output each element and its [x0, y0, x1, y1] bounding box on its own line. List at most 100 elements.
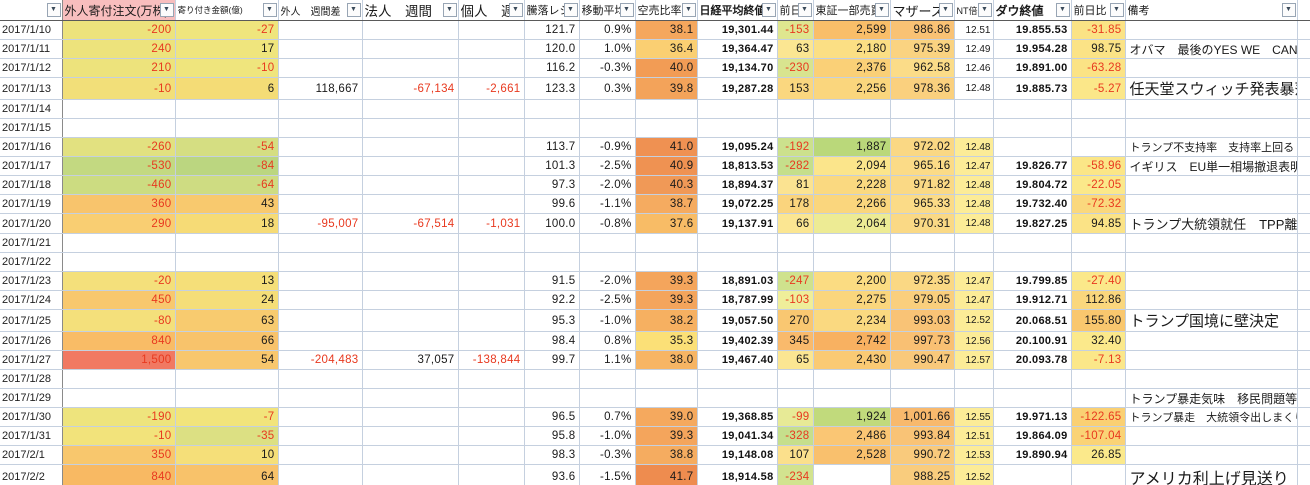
cell-nikkei-close[interactable]: 19,134.70 [697, 58, 778, 78]
cell-nt-ratio[interactable]: 12.52 [954, 309, 994, 332]
cell-nikkei-close[interactable]: 19,301.44 [697, 20, 778, 40]
cell-tse1-trading[interactable] [813, 464, 891, 485]
cell-touraku-ratio[interactable]: 98.3 [524, 445, 580, 465]
cell-date[interactable]: 2017/2/1 [0, 445, 63, 465]
cell-dow-change[interactable] [1071, 388, 1126, 408]
cell-remarks[interactable] [1125, 350, 1298, 370]
column-header-dow-change[interactable]: 前日比 ▼ [1071, 0, 1126, 21]
cell-nikkei-change[interactable]: 345 [777, 331, 814, 351]
cell-dow-change[interactable] [1071, 137, 1126, 157]
cell-nikkei-close[interactable]: 18,813.53 [697, 156, 778, 176]
cell-date[interactable]: 2017/1/13 [0, 77, 63, 100]
cell-dow-change[interactable]: -58.96 [1071, 156, 1126, 176]
cell-dow-change[interactable] [1071, 99, 1126, 119]
cell-mothers[interactable]: 970.31 [890, 213, 955, 234]
cell-tse1-trading[interactable]: 2,256 [813, 77, 891, 100]
cell-gaijin-weekly[interactable] [278, 388, 363, 408]
cell-nt-ratio[interactable]: 12.46 [954, 58, 994, 78]
cell-tse1-trading[interactable] [813, 233, 891, 253]
cell-moving-average[interactable]: -1.0% [579, 426, 636, 446]
cell-mothers[interactable] [890, 99, 955, 119]
cell-tse1-trading[interactable] [813, 388, 891, 408]
cell-kojin-weekly[interactable] [458, 331, 525, 351]
filter-dropdown-button[interactable]: ▼ [563, 3, 578, 17]
cell-nikkei-close[interactable]: 19,287.28 [697, 77, 778, 100]
cell-kojin-weekly[interactable] [458, 137, 525, 157]
cell-kojin-weekly[interactable] [458, 426, 525, 446]
cell-tse1-trading[interactable]: 2,200 [813, 271, 891, 291]
cell-moving-average[interactable]: -1.5% [579, 464, 636, 485]
cell-touraku-ratio[interactable]: 98.4 [524, 331, 580, 351]
cell-remarks[interactable]: アメリカ利上げ見送り [1125, 464, 1298, 485]
cell-nikkei-close[interactable]: 19,364.47 [697, 39, 778, 59]
filter-dropdown-button[interactable]: ▼ [761, 3, 776, 17]
cell-nikkei-change[interactable]: 153 [777, 77, 814, 100]
cell-nikkei-change[interactable] [777, 233, 814, 253]
cell-dow-change[interactable]: -22.05 [1071, 175, 1126, 195]
cell-kojin-weekly[interactable]: -2,661 [458, 77, 525, 100]
cell-dow-close[interactable]: 19.732.40 [993, 194, 1072, 214]
cell-dow-change[interactable] [1071, 252, 1126, 272]
cell-moving-average[interactable]: -2.0% [579, 175, 636, 195]
cell-date[interactable]: 2017/1/14 [0, 99, 63, 119]
cell-short-sell-ratio[interactable]: 39.3 [635, 290, 698, 310]
cell-moving-average[interactable] [579, 233, 636, 253]
cell-mothers[interactable]: 972.35 [890, 271, 955, 291]
cell-short-sell-ratio[interactable]: 39.8 [635, 77, 698, 100]
cell-houjin-weekly[interactable] [362, 426, 459, 446]
cell-houjin-weekly[interactable] [362, 464, 459, 485]
cell-short-sell-ratio[interactable]: 39.3 [635, 271, 698, 291]
cell-dow-change[interactable]: 112.86 [1071, 290, 1126, 310]
filter-dropdown-button[interactable]: ▼ [938, 3, 953, 17]
cell-short-sell-ratio[interactable]: 38.7 [635, 194, 698, 214]
column-header-nikkei-close[interactable]: 日経平均終値 ▼ [697, 0, 778, 21]
cell-remarks[interactable] [1125, 20, 1298, 40]
cell-dow-close[interactable]: 19.799.85 [993, 271, 1072, 291]
cell-nt-ratio[interactable]: 12.56 [954, 331, 994, 351]
cell-dow-change[interactable] [1071, 118, 1126, 138]
cell-nt-ratio[interactable]: 12.47 [954, 271, 994, 291]
cell-tse1-trading[interactable]: 2,528 [813, 445, 891, 465]
cell-gaijin-weekly[interactable] [278, 156, 363, 176]
cell-dow-close[interactable]: 20.068.51 [993, 309, 1072, 332]
cell-gaijin-weekly[interactable] [278, 175, 363, 195]
cell-gaijin-yoritsuke-orders[interactable]: -10 [62, 77, 176, 100]
filter-dropdown-button[interactable]: ▼ [977, 3, 992, 17]
cell-nikkei-change[interactable]: 270 [777, 309, 814, 332]
cell-dow-change[interactable]: -107.04 [1071, 426, 1126, 446]
cell-nikkei-close[interactable] [697, 369, 778, 389]
cell-kojin-weekly[interactable] [458, 20, 525, 40]
cell-tse1-trading[interactable]: 2,742 [813, 331, 891, 351]
cell-nt-ratio[interactable]: 12.48 [954, 175, 994, 195]
cell-tse1-trading[interactable]: 2,486 [813, 426, 891, 446]
cell-nikkei-close[interactable]: 19,368.85 [697, 407, 778, 427]
cell-moving-average[interactable] [579, 252, 636, 272]
cell-dow-change[interactable]: -31.85 [1071, 20, 1126, 40]
column-header-kojin-weekly[interactable]: 個人 週 ▼ [458, 0, 525, 21]
cell-moving-average[interactable]: -2.5% [579, 156, 636, 176]
cell-nt-ratio[interactable]: 12.48 [954, 194, 994, 214]
cell-gaijin-weekly[interactable] [278, 426, 363, 446]
filter-dropdown-button[interactable]: ▼ [681, 3, 696, 17]
cell-houjin-weekly[interactable] [362, 252, 459, 272]
column-header-nt-ratio[interactable]: NT倍率 ▼ [954, 0, 994, 21]
cell-nikkei-close[interactable]: 19,057.50 [697, 309, 778, 332]
cell-touraku-ratio[interactable]: 95.8 [524, 426, 580, 446]
cell-nikkei-change[interactable]: 63 [777, 39, 814, 59]
cell-kojin-weekly[interactable] [458, 194, 525, 214]
cell-touraku-ratio[interactable] [524, 252, 580, 272]
cell-kojin-weekly[interactable]: -138,844 [458, 350, 525, 370]
cell-houjin-weekly[interactable] [362, 118, 459, 138]
cell-tse1-trading[interactable]: 2,266 [813, 194, 891, 214]
cell-touraku-ratio[interactable] [524, 118, 580, 138]
cell-houjin-weekly[interactable] [362, 99, 459, 119]
cell-gaijin-yoritsuke-orders[interactable]: -10 [62, 426, 176, 446]
cell-mothers[interactable]: 962.58 [890, 58, 955, 78]
cell-short-sell-ratio[interactable]: 41.7 [635, 464, 698, 485]
cell-yoritsuke-amount[interactable]: 54 [175, 350, 279, 370]
cell-yoritsuke-amount[interactable]: -84 [175, 156, 279, 176]
cell-tse1-trading[interactable] [813, 369, 891, 389]
cell-nikkei-change[interactable] [777, 369, 814, 389]
cell-short-sell-ratio[interactable]: 41.0 [635, 137, 698, 157]
cell-gaijin-yoritsuke-orders[interactable]: 240 [62, 39, 176, 59]
